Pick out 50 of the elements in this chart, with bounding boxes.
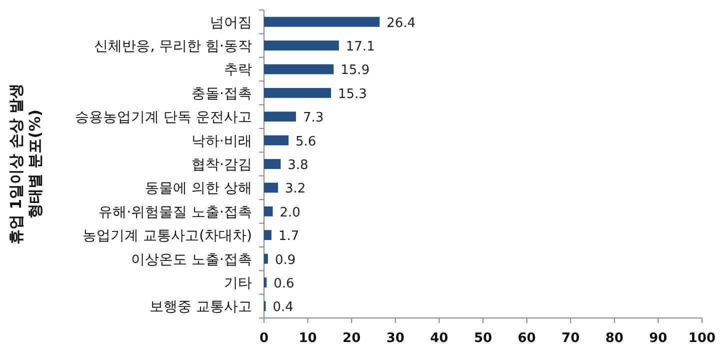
bar (264, 16, 380, 27)
data-label: 3.2 (285, 182, 306, 197)
data-label: 1.7 (278, 229, 300, 244)
x-tick-label: 80 (605, 331, 624, 346)
bar (264, 135, 289, 146)
data-label: 0.4 (272, 300, 294, 316)
data-label: 17.1 (346, 40, 375, 55)
x-tick-label: 10 (298, 331, 317, 346)
bar (264, 40, 339, 51)
x-tick-label: 0 (259, 331, 269, 346)
data-label: 0.9 (274, 252, 296, 268)
bar (264, 254, 268, 264)
y-tick-label: 기타 (224, 275, 252, 292)
data-label: 7.3 (302, 110, 324, 126)
y-tick-label: 신체반응, 무리한 힘·동작 (94, 38, 252, 55)
y-tick-label: 이상온도 노출·접촉 (131, 252, 252, 268)
y-axis-title: 휴업 1일이상 손상 발생 형태별 분포(%) (7, 83, 44, 245)
y-tick-label: 보행중 교통사고 (150, 299, 252, 316)
x-tick-label: 70 (562, 331, 580, 346)
y-tick-label: 동물에 의한 상해 (145, 180, 252, 197)
bar (264, 277, 267, 288)
bar (264, 230, 272, 240)
data-label: 5.6 (296, 134, 316, 150)
y-tick-label: 충돌·접촉 (192, 86, 252, 102)
x-tick-label: 20 (342, 331, 361, 346)
data-label: 15.9 (340, 63, 370, 78)
data-label: 3.8 (288, 158, 308, 173)
data-label: 2.0 (280, 205, 300, 220)
y-tick-label: 유해·위험물질 노출·접촉 (98, 204, 252, 220)
x-tick-label: 90 (649, 331, 668, 346)
x-tick-label: 60 (518, 331, 536, 346)
bar (264, 88, 332, 98)
y-tick-label: 농업기계 교통사고(차대차) (82, 228, 252, 244)
y-tick-label: 낙하·비래 (192, 133, 252, 150)
bar (264, 206, 273, 216)
bar (264, 159, 281, 169)
data-label: 26.4 (386, 16, 416, 31)
y-tick-label: 승용농업기계 단독 운전사고 (75, 110, 252, 126)
x-tick-label: 30 (386, 331, 404, 346)
bar (264, 182, 278, 193)
data-label: 0.6 (274, 276, 294, 292)
y-tick-label: 협착·감김 (192, 157, 252, 173)
x-tick-label: 100 (688, 331, 716, 346)
y-tick-label: 추락 (224, 62, 252, 78)
y-tick-label: 넘어짐 (210, 14, 252, 31)
bar (264, 112, 296, 122)
x-tick-label: 50 (474, 331, 492, 346)
x-tick-label: 40 (430, 331, 448, 346)
data-label: 15.3 (338, 86, 367, 102)
bar (264, 64, 334, 74)
